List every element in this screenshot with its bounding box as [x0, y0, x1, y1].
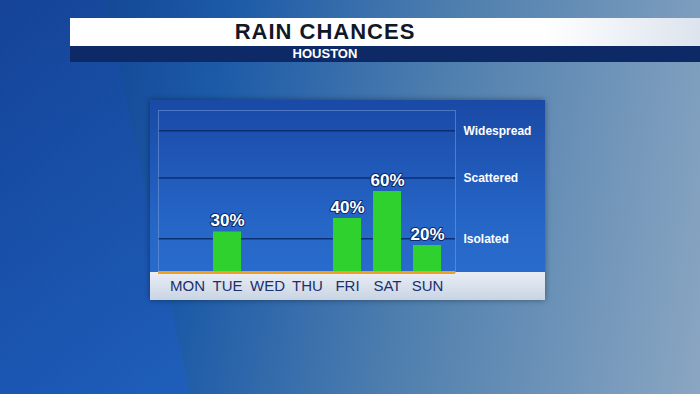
svg-text:SAT: SAT — [373, 277, 401, 294]
svg-text:60%: 60% — [370, 171, 404, 190]
svg-text:30%: 30% — [210, 211, 244, 230]
svg-text:WED: WED — [250, 277, 285, 294]
svg-text:TUE: TUE — [213, 277, 243, 294]
svg-text:MON: MON — [170, 277, 205, 294]
html-text:HOUSTON: HOUSTON — [292, 46, 358, 61]
svg-text:40%: 40% — [330, 198, 364, 217]
html-text:RAIN CHANCES: RAIN CHANCES — [234, 19, 416, 44]
svg-text:SUN: SUN — [412, 277, 444, 294]
svg-text:THU: THU — [292, 277, 323, 294]
svg-text:Widespread: Widespread — [464, 124, 532, 138]
svg-text:20%: 20% — [410, 225, 444, 244]
svg-text:Isolated: Isolated — [464, 232, 509, 246]
svg-text:FRI: FRI — [335, 277, 359, 294]
svg-text:Scattered: Scattered — [464, 171, 519, 185]
